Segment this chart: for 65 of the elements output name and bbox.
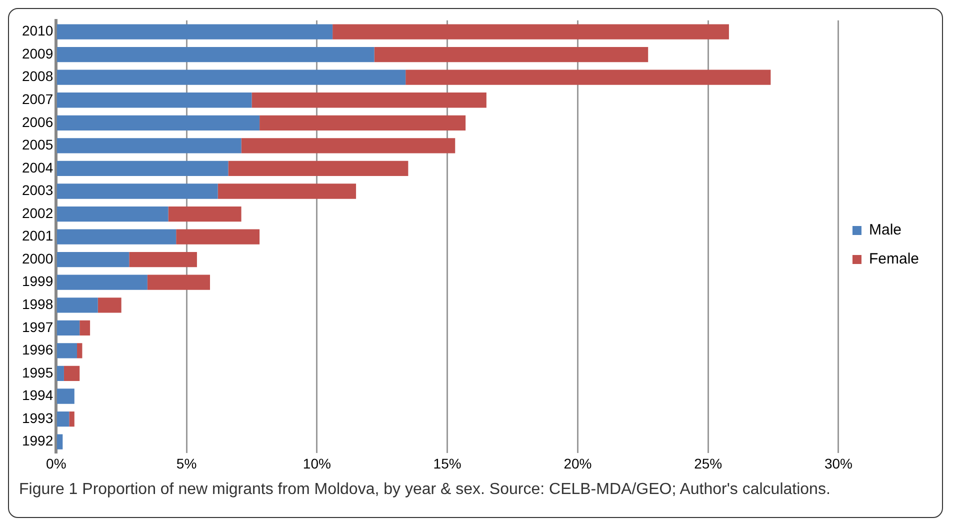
bar xyxy=(374,46,648,62)
bar xyxy=(56,138,242,154)
bar xyxy=(56,24,333,40)
caption: Figure 1 Proportion of new migrants from Moldova, by year & sex. Source: CELB-MDA/GEO; Author's calculations. xyxy=(18,481,832,499)
bar xyxy=(56,298,98,313)
bar xyxy=(56,411,70,427)
bar xyxy=(56,160,228,176)
bar xyxy=(56,274,148,290)
y-tick-label: 2010 xyxy=(22,22,54,39)
bar xyxy=(168,206,242,222)
bar xyxy=(56,184,218,199)
y-tick-label: 2000 xyxy=(22,250,54,266)
bar xyxy=(56,320,80,336)
x-tick-label: 30% xyxy=(824,455,852,472)
y-tick-label: 2006 xyxy=(22,114,54,130)
bar xyxy=(252,92,486,108)
y-tick-label: 2007 xyxy=(22,90,54,107)
y-tick-label: 2008 xyxy=(22,68,54,84)
y-tick-label: 2009 xyxy=(22,45,54,62)
bar xyxy=(56,388,74,404)
x-tick-label: 25% xyxy=(694,455,722,472)
y-tick-label: 2001 xyxy=(22,228,54,244)
bar xyxy=(56,115,260,130)
bar xyxy=(406,70,771,85)
bar xyxy=(56,92,252,108)
y-tick-label: 1998 xyxy=(22,296,54,312)
bar xyxy=(260,115,466,130)
bar xyxy=(129,252,197,268)
y-tick-label: 1996 xyxy=(22,342,54,358)
bar xyxy=(77,343,82,358)
bar xyxy=(56,46,374,62)
x-tick-label: 5% xyxy=(176,455,197,472)
legend-label: Male xyxy=(868,222,902,239)
bar xyxy=(176,229,260,244)
y-tick-label: 1993 xyxy=(22,410,54,426)
bar xyxy=(56,70,406,85)
bar xyxy=(332,24,729,40)
y-tick-label: 1995 xyxy=(22,364,54,380)
bar xyxy=(64,366,80,382)
bar xyxy=(56,229,176,244)
y-tick-label: 2005 xyxy=(22,136,54,153)
bar xyxy=(241,138,456,154)
x-tick-label: 0% xyxy=(46,455,66,472)
y-tick-label: 1997 xyxy=(22,318,54,335)
bar xyxy=(147,274,210,290)
bar xyxy=(56,366,64,382)
x-tick-label: 20% xyxy=(564,455,592,472)
legend-label: Female xyxy=(868,250,920,268)
x-tick-label: 15% xyxy=(433,455,462,472)
y-tick-label: 2002 xyxy=(22,204,54,221)
bar xyxy=(98,298,122,313)
bar xyxy=(80,320,90,336)
bar xyxy=(56,252,130,268)
y-tick-label: 1992 xyxy=(22,432,54,449)
bar xyxy=(228,160,408,176)
bar xyxy=(69,411,74,427)
bar xyxy=(56,206,168,222)
bar xyxy=(56,434,63,450)
bar xyxy=(218,184,356,199)
y-tick-label: 1999 xyxy=(22,273,54,290)
x-tick-label: 10% xyxy=(302,455,331,472)
y-tick-label: 2003 xyxy=(22,182,54,198)
y-tick-label: 1994 xyxy=(22,387,54,404)
bar xyxy=(56,343,78,358)
y-tick-label: 2004 xyxy=(22,159,54,176)
